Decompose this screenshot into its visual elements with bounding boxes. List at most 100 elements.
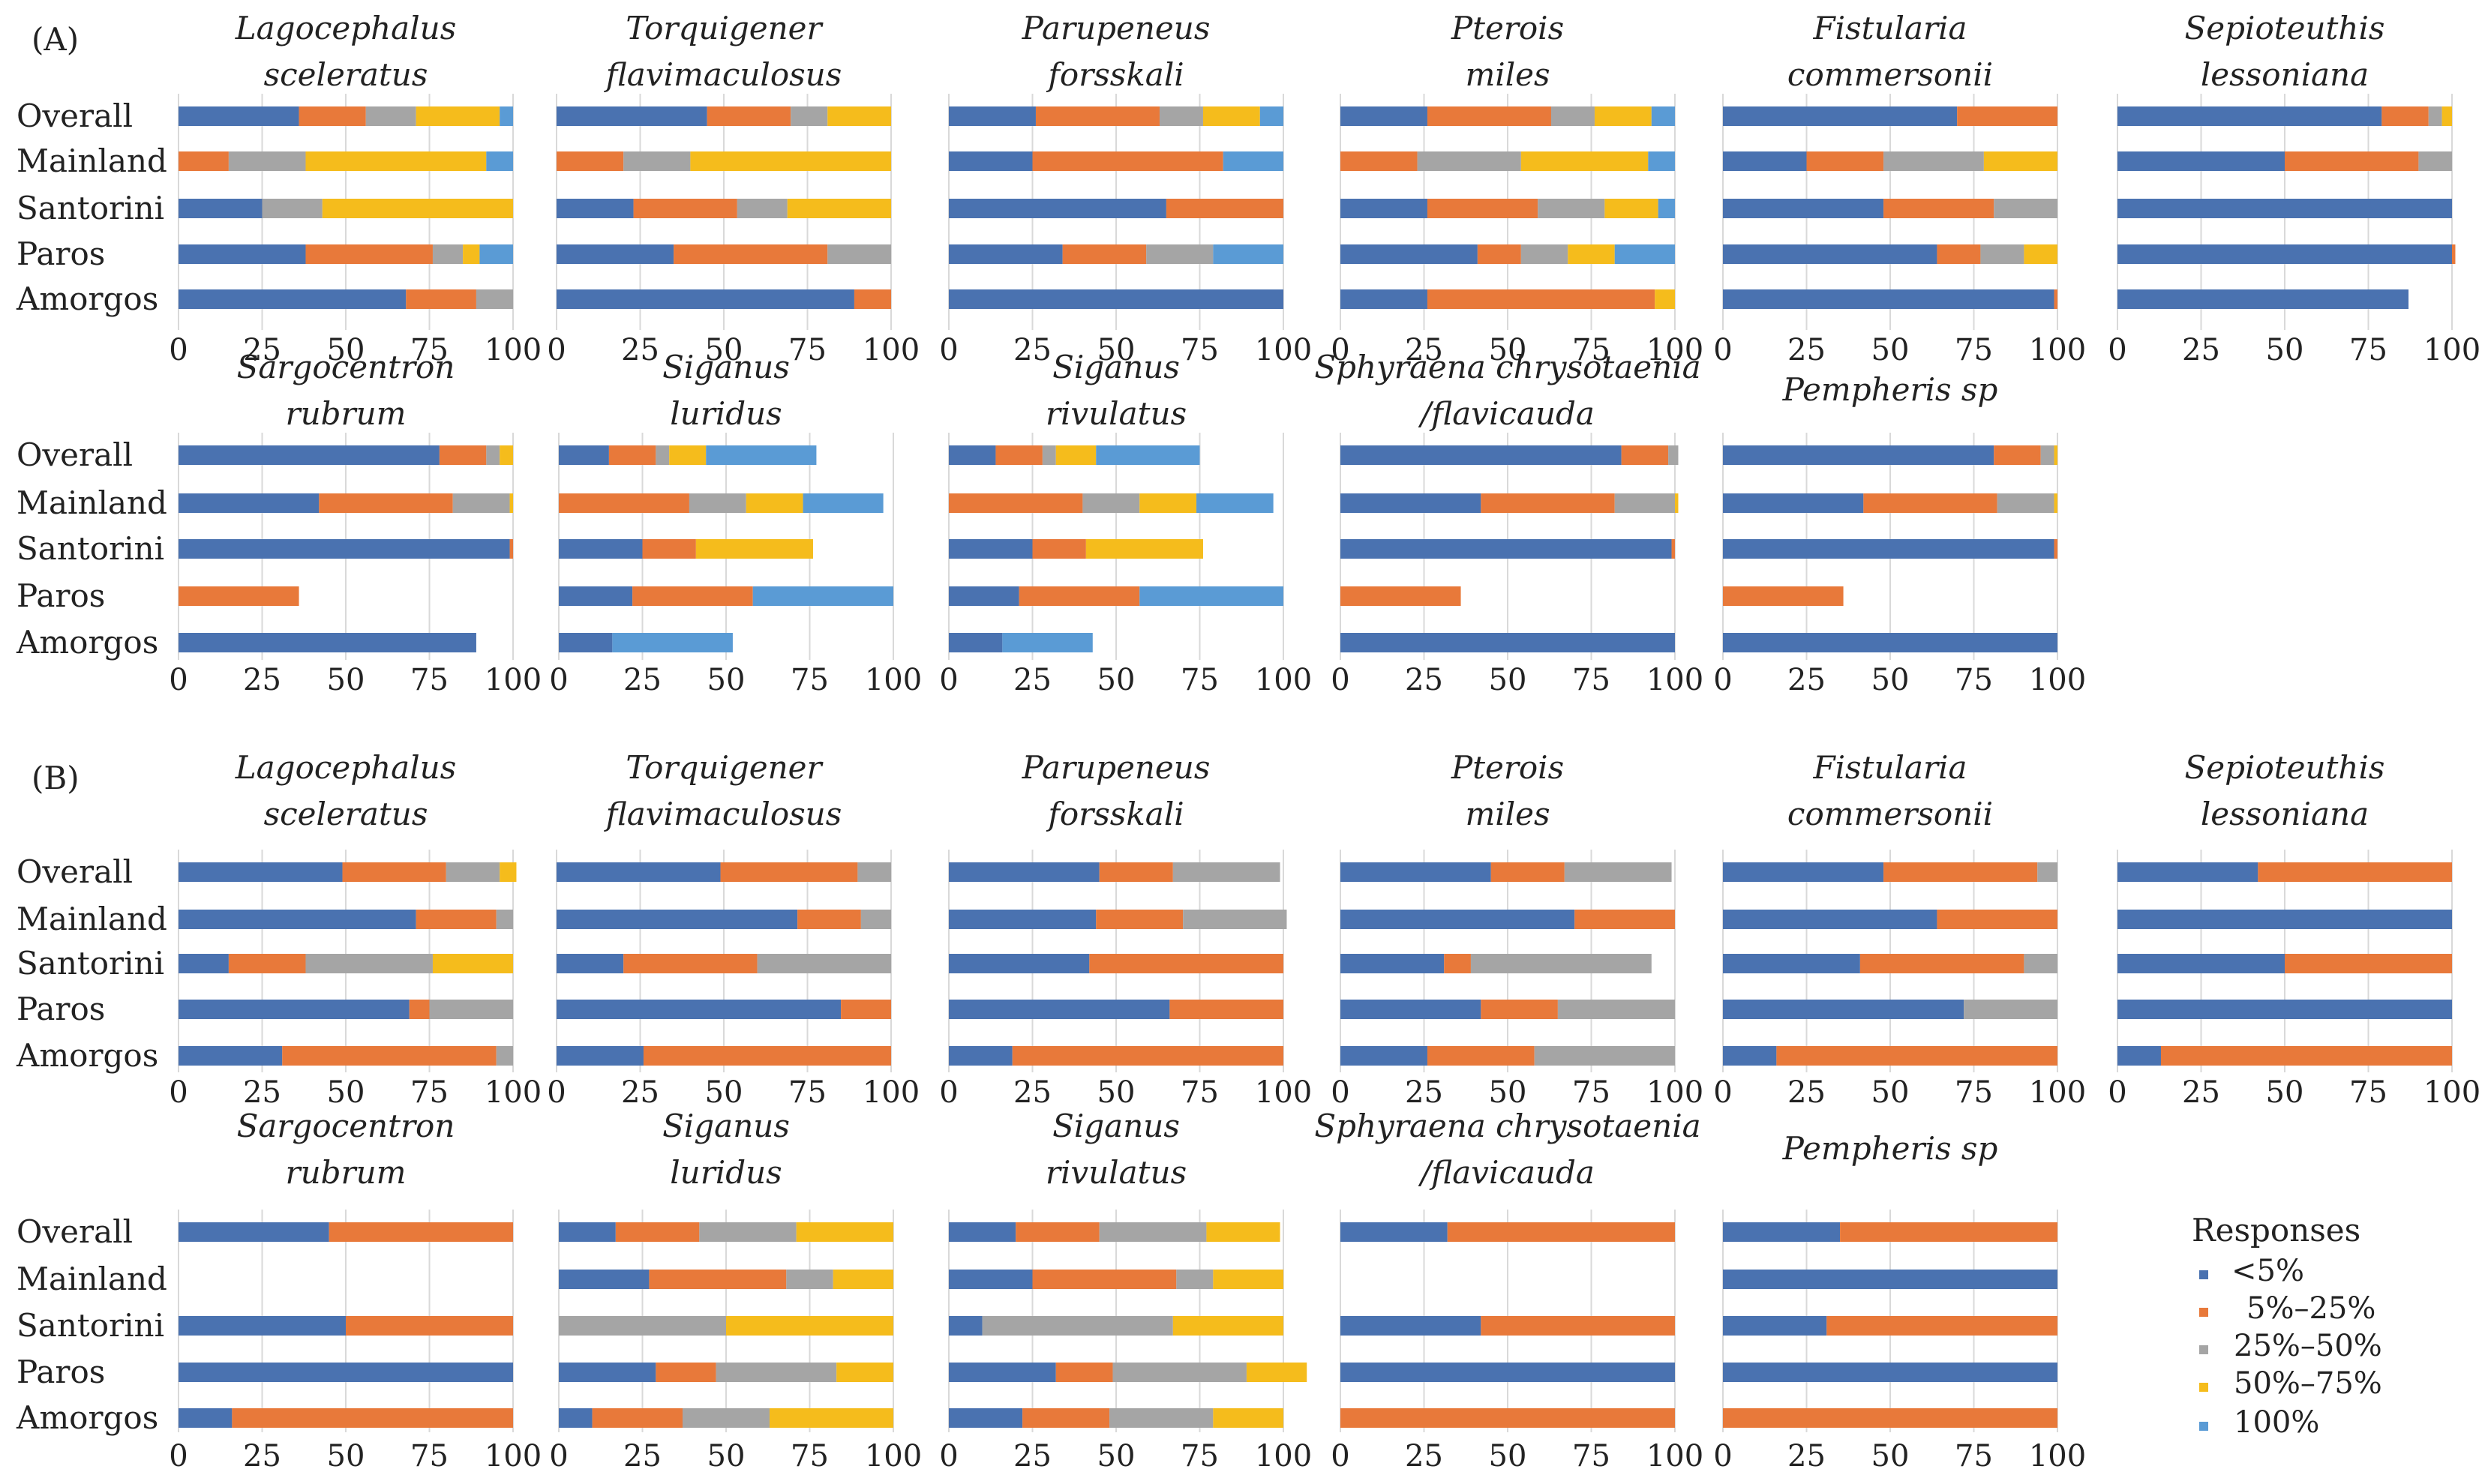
- bar-segment: [1723, 862, 1884, 882]
- bar-segment: [179, 1408, 233, 1428]
- category-label: Overall: [17, 853, 133, 890]
- tick-label: 50: [1489, 1439, 1527, 1474]
- bar-segment: [179, 244, 306, 264]
- tick-label: 25: [1405, 1075, 1443, 1110]
- legend-title: Responses: [2192, 1212, 2360, 1249]
- category-label: Santorini: [17, 1307, 164, 1344]
- bar-segment: [1723, 910, 1937, 929]
- bar-segment: [299, 106, 366, 126]
- bar-segment: [1340, 289, 1427, 309]
- bar-segment: [509, 539, 513, 559]
- bar-segment: [1417, 151, 1521, 171]
- bar-segment: [1863, 493, 1997, 513]
- category-label: Santorini: [17, 190, 164, 226]
- bar-segment: [1604, 199, 1658, 218]
- bar-segment: [179, 862, 343, 882]
- bar-segment: [1997, 493, 2054, 513]
- tick-label: 25: [243, 1075, 281, 1110]
- tick-label: 25: [1405, 1439, 1443, 1474]
- category-label: Santorini: [17, 945, 164, 982]
- chart-title: forsskali: [1046, 56, 1184, 93]
- bar-segment: [319, 493, 453, 513]
- tick-label: 25: [1787, 663, 1826, 697]
- bar-segment: [752, 586, 893, 606]
- panel-label-b: (B): [32, 760, 80, 796]
- chart-title: Fistularia: [1812, 749, 1967, 786]
- bar-segment: [1574, 910, 1675, 929]
- tick-label: 100: [1646, 1075, 1703, 1110]
- tick-label: 75: [1955, 333, 1993, 367]
- bar-segment: [486, 151, 513, 171]
- bar-segment: [500, 862, 517, 882]
- bar-segment: [1883, 151, 1984, 171]
- bar-segment: [2037, 862, 2057, 882]
- chart-title: Sepioteuthis: [2185, 749, 2385, 786]
- bar-segment: [1723, 1222, 1841, 1242]
- tick-label: 75: [1181, 1439, 1219, 1474]
- bar-segment: [500, 445, 513, 465]
- category-label: Mainland: [17, 901, 167, 937]
- chart-title: Siganus: [1052, 1108, 1180, 1144]
- bar-segment: [1564, 862, 1672, 882]
- bar-segment: [982, 1316, 1173, 1336]
- bar-segment: [720, 862, 858, 882]
- bar-segment: [1723, 244, 1937, 264]
- bar-segment: [305, 151, 487, 171]
- chart-title: miles: [1465, 796, 1550, 832]
- bar-segment: [1062, 244, 1147, 264]
- tick-label: 100: [485, 333, 542, 367]
- bar-segment: [949, 862, 1100, 882]
- bar-segment: [949, 1363, 1056, 1382]
- bar-segment: [1723, 1316, 1827, 1336]
- category-label: Paros: [17, 577, 105, 614]
- tick-label: 25: [1787, 1075, 1826, 1110]
- tick-label: 75: [1181, 1075, 1219, 1110]
- bar-segment: [1723, 151, 1807, 171]
- subchart: Torquigener flavimaculosus 0 25 50 75 100: [547, 749, 920, 1110]
- bar-segment: [500, 106, 513, 126]
- bar-segment: [949, 1000, 1170, 1019]
- bar-segment: [2054, 445, 2057, 465]
- tick-label: 0: [169, 663, 188, 697]
- bar-segment: [1427, 289, 1655, 309]
- bar-segment: [329, 1222, 513, 1242]
- bar-segment: [1826, 1316, 2057, 1336]
- bar-segment: [559, 1363, 656, 1382]
- bar-segment: [2117, 289, 2409, 309]
- bar-segment: [1159, 106, 1203, 126]
- tick-label: 50: [327, 663, 365, 697]
- tick-label: 0: [2108, 1075, 2126, 1110]
- bar-segment: [787, 199, 891, 218]
- bar-segment: [1032, 1270, 1177, 1289]
- chart-title: Pterois: [1451, 749, 1564, 786]
- bar-segment: [557, 106, 707, 126]
- bar-segment: [429, 1000, 513, 1019]
- bar-segment: [674, 244, 828, 264]
- bar-segment: [2452, 244, 2456, 264]
- bar-segment: [179, 106, 299, 126]
- tick-label: 0: [1331, 1439, 1349, 1474]
- bar-segment: [1655, 289, 1675, 309]
- bar-segment: [1557, 1000, 1675, 1019]
- bar-segment: [949, 1270, 1033, 1289]
- bar-segment: [649, 1270, 787, 1289]
- bar-segment: [322, 199, 513, 218]
- bar-segment: [1172, 1316, 1283, 1336]
- bar-segment: [179, 633, 476, 652]
- bar-segment: [2117, 199, 2452, 218]
- bar-segment: [1723, 539, 2054, 559]
- bar-segment: [179, 954, 229, 973]
- bar-segment: [228, 151, 306, 171]
- legend-swatch: [2199, 1270, 2208, 1279]
- chart-title: /flavicauda: [1418, 395, 1595, 432]
- chart-title: Sargocentron: [237, 349, 455, 385]
- bar-segment: [1340, 633, 1675, 652]
- bar-segment: [305, 954, 433, 973]
- bar-segment: [1723, 199, 1884, 218]
- bar-segment: [496, 910, 513, 929]
- bar-segment: [1481, 1316, 1675, 1336]
- subchart: Lagocephalus sceleratus 0 25 50 75 100: [169, 10, 542, 367]
- category-label: Mainland: [17, 142, 167, 179]
- tick-label: 75: [1572, 1075, 1610, 1110]
- tick-label: 100: [863, 333, 920, 367]
